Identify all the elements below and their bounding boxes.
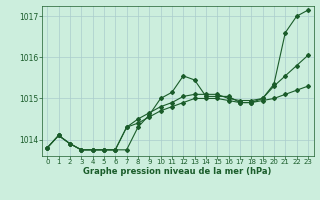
- X-axis label: Graphe pression niveau de la mer (hPa): Graphe pression niveau de la mer (hPa): [84, 167, 272, 176]
